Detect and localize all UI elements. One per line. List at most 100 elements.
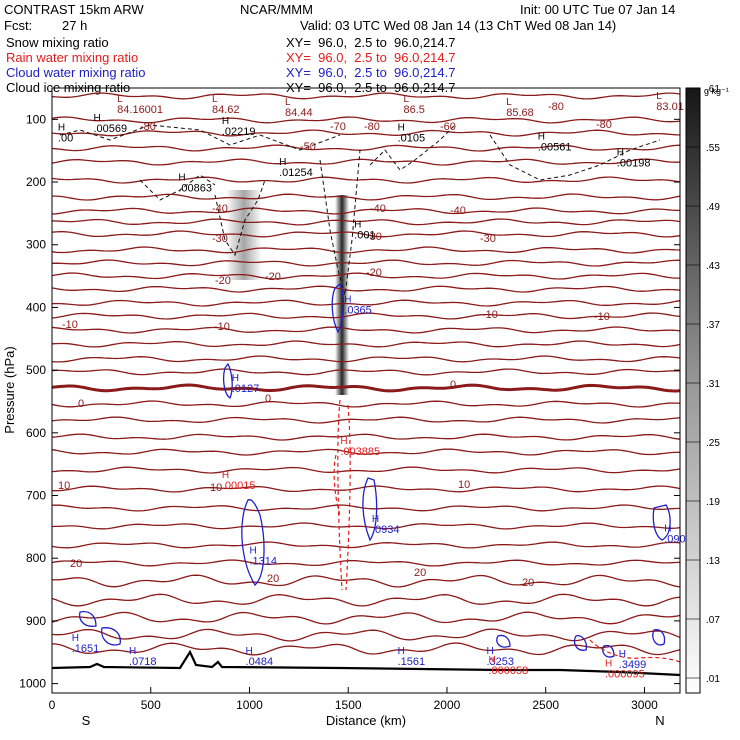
y-tick-label: 400 — [26, 300, 46, 314]
extremum-marker: H — [664, 524, 671, 535]
snow-column-main — [335, 195, 349, 395]
x-end-label-right: N — [655, 713, 664, 728]
temperature-contour — [52, 218, 680, 226]
temperature-contours — [52, 92, 680, 656]
extremum-marker: H — [178, 172, 185, 183]
extremum-marker: H — [129, 646, 136, 657]
temperature-label: 20 — [522, 577, 534, 589]
temperature-contour — [52, 400, 680, 408]
temperature-label: -80 — [548, 101, 564, 113]
cloud-water-contour — [652, 629, 666, 646]
extremum-marker: L — [117, 94, 123, 105]
temperature-label: 0 — [265, 393, 271, 405]
extremum-value: .0127 — [232, 383, 260, 395]
colorbar-level-label: .07 — [706, 615, 720, 626]
extremum-marker: L — [212, 94, 218, 105]
snow-shading — [226, 190, 349, 395]
cloud-water-contour — [331, 282, 345, 334]
cloud-water-contour — [602, 644, 615, 658]
temperature-contour — [52, 92, 680, 100]
extremum-marker: H — [354, 219, 361, 230]
terrain-profile — [52, 649, 680, 677]
temperature-contour — [52, 416, 680, 424]
x-tick-label: 0 — [49, 698, 56, 712]
extremum-value: .003885 — [340, 446, 380, 458]
temperature-label: -40 — [370, 203, 386, 215]
temperature-contour — [52, 299, 680, 307]
cloud-water-contours — [78, 282, 671, 658]
extremum-marker: H — [72, 633, 79, 644]
temperature-label: -40 — [450, 205, 466, 217]
rain-water-contour — [337, 399, 343, 591]
temperature-contour — [52, 326, 680, 334]
temperature-contour — [52, 312, 680, 320]
extremum-value: 85.68 — [506, 107, 534, 119]
extremum-marker: H — [344, 295, 351, 306]
temperature-label: 0 — [450, 379, 456, 391]
extremum-marker: L — [404, 94, 410, 105]
temperature-label: -10 — [482, 309, 498, 321]
y-tick-label: 700 — [26, 489, 46, 503]
extremum-marker: H — [249, 545, 256, 556]
x-tick-label: 500 — [141, 698, 161, 712]
cloud-water-contour — [362, 477, 378, 542]
y-tick-label: 500 — [26, 363, 46, 377]
extremum-value: 84.44 — [285, 107, 313, 119]
y-tick-label: 1000 — [19, 677, 46, 691]
colorbar-level-label: .61 — [706, 84, 720, 95]
extremum-marker: H — [398, 122, 405, 133]
temperature-label: -10 — [214, 321, 230, 333]
temperature-contour — [52, 504, 680, 512]
y-tick-label: 800 — [26, 551, 46, 565]
temperature-label: -80 — [596, 119, 612, 131]
extremum-value: .1314 — [249, 555, 277, 567]
cloud-ice-contour — [489, 134, 661, 181]
temperature-contour — [52, 176, 680, 184]
extremum-value: .00 — [58, 132, 73, 144]
colorbar: .01 .07 .13 .19 .25 .31 .37 .43 .49 .55 .61g kg⁻¹ — [685, 84, 729, 694]
extremum-marker: L — [506, 97, 512, 108]
extremum-marker: H — [619, 649, 626, 660]
temperature-contour — [52, 368, 680, 376]
cloud-ice-contour — [319, 149, 361, 296]
extremum-value: .00198 — [617, 157, 651, 169]
extremum-value: .3253 — [486, 656, 514, 668]
extremum-marker: L — [656, 91, 662, 102]
x-tick-label: 1000 — [236, 698, 263, 712]
extremum-marker: H — [488, 655, 495, 666]
field-xy-snow: XY= 96.0, 2.5 to 96.0,214.7 — [286, 35, 456, 50]
field-xy-cloud-water: XY= 96.0, 2.5 to 96.0,214.7 — [286, 65, 456, 80]
temperature-contour — [52, 485, 680, 493]
cloud-ice-contour — [214, 179, 266, 257]
x-tick-label: 2500 — [532, 698, 559, 712]
temperature-contour — [52, 144, 680, 152]
temperature-contour — [52, 383, 680, 393]
extremum-value: .00863 — [178, 182, 212, 194]
temperature-contour — [52, 340, 680, 348]
temperature-contour — [52, 259, 680, 267]
temperature-contour — [52, 116, 680, 124]
cloud-ice-contour — [369, 124, 456, 171]
terrain-line — [52, 649, 680, 677]
temperature-contour — [52, 466, 680, 474]
extremum-value: .1561 — [398, 656, 426, 668]
colorbar-level-label: .01 — [706, 674, 720, 685]
temperature-label: -20 — [265, 271, 281, 283]
extremum-value: .000095 — [605, 668, 645, 680]
extremum-value: .0900 — [664, 534, 692, 546]
extremum-value: 86.5 — [404, 104, 425, 116]
extremum-marker: H — [246, 646, 253, 657]
temperature-label: -80 — [364, 121, 380, 133]
colorbar-level-label: .19 — [706, 497, 720, 508]
x-tick-label: 1500 — [335, 698, 362, 712]
extremum-value: .02219 — [222, 126, 256, 138]
temperature-label: -70 — [330, 121, 346, 133]
y-tick-label: 600 — [26, 426, 46, 440]
temperature-label: 20 — [267, 573, 279, 585]
extremum-marker: L — [285, 97, 291, 108]
init-time: Init: 00 UTC Tue 07 Jan 14 — [520, 2, 676, 17]
extremum-marker: H — [486, 646, 493, 657]
extremum-value: 83.01 — [656, 101, 684, 113]
x-tick-label: 2000 — [434, 698, 461, 712]
